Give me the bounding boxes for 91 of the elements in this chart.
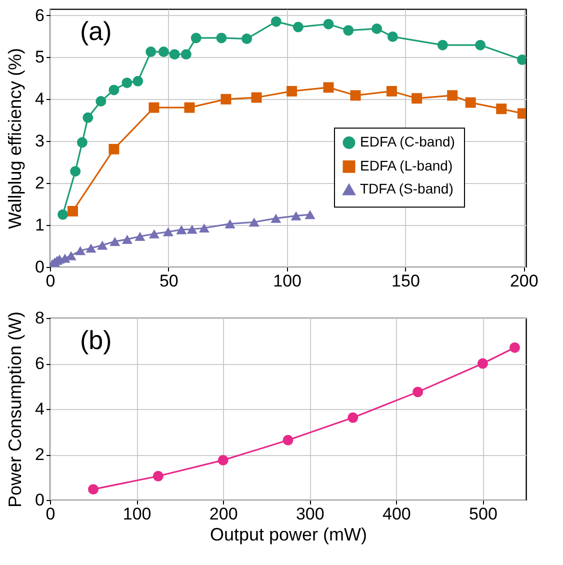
point	[169, 49, 180, 60]
point	[290, 211, 302, 220]
y-tick-label: 4	[35, 400, 44, 418]
y-tick-label: 3	[35, 132, 44, 151]
y-tick-label: 4	[35, 90, 44, 109]
x-tick-label: 50	[159, 272, 178, 290]
legend-label: EDFA (L-band)	[360, 158, 453, 174]
point	[218, 454, 228, 466]
y-tick-label: 5	[35, 48, 44, 67]
x-tick-label: 150	[392, 272, 420, 290]
y-tick-label: 6	[35, 354, 44, 373]
point	[496, 104, 507, 114]
y-axis-title: Power Consumption (W)	[5, 311, 26, 508]
point	[76, 137, 88, 148]
point	[387, 31, 398, 42]
point	[186, 224, 198, 234]
legend-label: TDFA (S-band)	[360, 180, 454, 197]
x-tick-label: 400	[382, 504, 411, 524]
point	[148, 102, 160, 113]
point	[465, 97, 476, 108]
point	[323, 82, 334, 93]
point	[372, 23, 382, 34]
point	[180, 49, 192, 60]
y-tick-label: 2	[35, 174, 44, 193]
point	[348, 412, 358, 423]
point	[304, 210, 316, 220]
point	[110, 236, 120, 246]
point	[70, 166, 81, 177]
point	[270, 214, 282, 223]
point	[412, 386, 424, 398]
point	[350, 90, 361, 101]
annotation: (b)	[80, 325, 112, 355]
point	[152, 470, 164, 482]
y-tick-label: 0	[35, 490, 44, 510]
point	[447, 90, 458, 101]
point	[75, 246, 86, 256]
y-tick-label: 2	[35, 445, 44, 464]
point	[184, 102, 195, 113]
point	[248, 218, 260, 227]
x-tick-label: 100	[273, 272, 302, 290]
point	[437, 40, 448, 50]
point	[96, 96, 106, 107]
point	[216, 32, 227, 44]
point	[108, 144, 120, 154]
point	[510, 342, 520, 353]
point	[176, 225, 187, 234]
x-tick-label: 300	[296, 504, 324, 524]
point	[67, 206, 78, 216]
point	[134, 232, 146, 241]
point	[158, 46, 169, 58]
point	[108, 84, 120, 96]
x-tick-label: 500	[469, 504, 498, 524]
point	[270, 16, 282, 27]
point	[82, 112, 94, 123]
point	[122, 234, 132, 244]
point	[412, 93, 422, 104]
point	[162, 227, 174, 236]
point	[86, 244, 96, 253]
point	[88, 484, 99, 495]
x-tick-label: 100	[122, 504, 152, 524]
point	[58, 209, 68, 220]
y-tick-label: 1	[35, 216, 44, 235]
point	[132, 76, 144, 86]
point	[477, 358, 488, 369]
point	[475, 40, 486, 50]
x-tick-label: 200	[209, 504, 238, 524]
point	[148, 229, 160, 238]
point	[343, 25, 354, 36]
y-axis-title: Wallplug efficiency (%)	[5, 48, 26, 230]
point	[220, 94, 232, 104]
point	[323, 18, 334, 30]
y-tick-label: 0	[35, 258, 44, 276]
point	[146, 46, 156, 58]
point	[292, 22, 304, 32]
point	[282, 434, 294, 446]
y-tick-label: 6	[35, 6, 44, 25]
point	[251, 92, 262, 103]
annotation: (a)	[80, 16, 112, 46]
point	[286, 86, 298, 96]
legend-label: EDFA (C-band)	[360, 134, 455, 150]
point	[224, 219, 236, 228]
point	[386, 86, 397, 96]
point	[122, 78, 132, 88]
x-tick-label: 200	[510, 272, 538, 290]
x-axis-title: Output power (mW)	[210, 524, 368, 544]
y-tick-label: 8	[35, 308, 44, 328]
point	[198, 223, 210, 233]
point	[190, 32, 202, 44]
point	[242, 34, 252, 44]
point	[97, 240, 108, 250]
point	[516, 54, 526, 65]
